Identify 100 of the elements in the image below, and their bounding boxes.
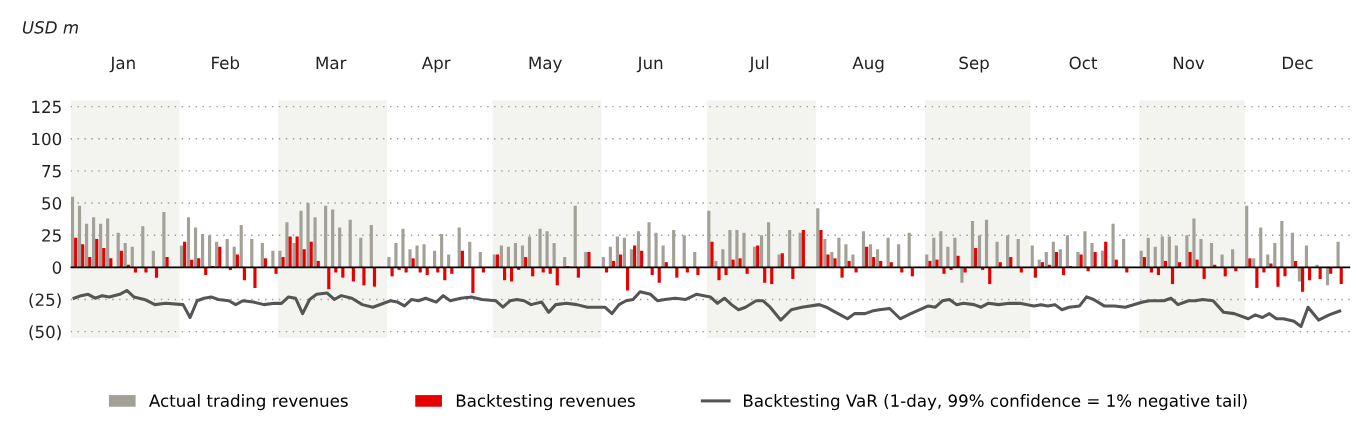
- bar: [576, 267, 580, 278]
- y-tick-label: 0: [52, 261, 62, 274]
- bar: [735, 230, 739, 268]
- bar: [826, 254, 830, 268]
- bar: [552, 242, 556, 268]
- bar: [840, 267, 844, 278]
- bar: [1252, 258, 1256, 268]
- bar: [460, 250, 464, 268]
- bar: [1030, 245, 1034, 268]
- bar: [359, 237, 363, 268]
- bar: [1044, 251, 1048, 268]
- bar: [499, 245, 503, 268]
- bar: [626, 267, 630, 291]
- bar: [309, 241, 313, 268]
- bar: [492, 254, 496, 268]
- bar: [731, 259, 735, 268]
- bar: [457, 227, 461, 268]
- bar: [654, 232, 658, 268]
- bar: [1301, 267, 1305, 292]
- bar: [447, 254, 451, 268]
- x-tick-label: Mar: [316, 56, 347, 70]
- bar: [1170, 267, 1175, 285]
- bar: [401, 228, 405, 268]
- y-tick-label: (25): [29, 293, 61, 309]
- bar: [608, 246, 612, 268]
- bar: [844, 244, 848, 268]
- bar: [974, 248, 978, 268]
- bar: [408, 249, 412, 268]
- bar: [1266, 254, 1270, 268]
- bar: [1054, 251, 1059, 268]
- bar: [1093, 251, 1097, 268]
- bar: [889, 262, 893, 268]
- bar: [988, 267, 992, 285]
- bar: [1188, 251, 1192, 268]
- bar: [946, 246, 950, 268]
- bar: [601, 257, 605, 268]
- bar: [611, 260, 616, 268]
- bar: [756, 245, 760, 268]
- bar: [763, 267, 767, 283]
- bar: [833, 258, 837, 268]
- bar: [872, 257, 876, 268]
- bar: [292, 242, 296, 268]
- bar: [327, 267, 331, 290]
- bar: [1100, 250, 1105, 268]
- bar: [1174, 245, 1178, 268]
- bar: [1122, 239, 1126, 268]
- bar: [647, 222, 651, 268]
- bar: [953, 237, 957, 268]
- bar: [278, 250, 282, 268]
- bar: [478, 251, 482, 268]
- bar: [1199, 239, 1203, 268]
- bar: [524, 257, 528, 268]
- bar: [819, 230, 823, 268]
- x-tick-label: Nov: [1173, 56, 1205, 70]
- bar: [415, 245, 419, 268]
- bar: [302, 249, 306, 268]
- bar: [288, 236, 292, 268]
- bar: [1083, 231, 1087, 268]
- bar: [664, 262, 668, 268]
- bar: [1315, 264, 1319, 268]
- bar: [1016, 239, 1020, 268]
- x-tick-label: Jan: [109, 56, 135, 73]
- bar: [693, 251, 697, 268]
- bar: [633, 245, 637, 268]
- bar: [837, 237, 841, 268]
- bar: [618, 254, 623, 268]
- bar: [1209, 242, 1214, 268]
- bar: [752, 246, 757, 268]
- bar: [1033, 267, 1037, 278]
- bar: [640, 250, 644, 268]
- bar: [299, 210, 303, 268]
- bar: [1104, 241, 1108, 268]
- y-tick-label: 100: [32, 132, 62, 146]
- bar: [1339, 267, 1343, 285]
- bar: [1248, 258, 1252, 268]
- bar: [865, 246, 869, 268]
- bar: [1269, 263, 1273, 268]
- bar: [998, 262, 1002, 268]
- y-tick-label: 25: [42, 229, 61, 242]
- bar: [1276, 267, 1280, 287]
- legend-label: Backtesting revenues: [456, 394, 635, 411]
- bar: [956, 255, 960, 268]
- bar: [387, 257, 391, 268]
- bar: [281, 257, 285, 268]
- bar: [1142, 257, 1146, 268]
- bar: [1255, 267, 1259, 288]
- x-tick-label: Feb: [212, 56, 240, 70]
- bar: [886, 237, 890, 268]
- bar: [394, 242, 398, 268]
- bar: [313, 217, 317, 268]
- bar: [362, 267, 366, 286]
- bar: [657, 267, 661, 283]
- bar: [738, 258, 742, 268]
- bar: [1006, 235, 1010, 268]
- x-tick-label: Jun: [636, 56, 663, 73]
- y-tick-label: 50: [42, 197, 62, 210]
- bar: [1231, 249, 1235, 268]
- bar: [433, 250, 437, 268]
- bar: [1336, 241, 1340, 268]
- bar: [495, 254, 500, 268]
